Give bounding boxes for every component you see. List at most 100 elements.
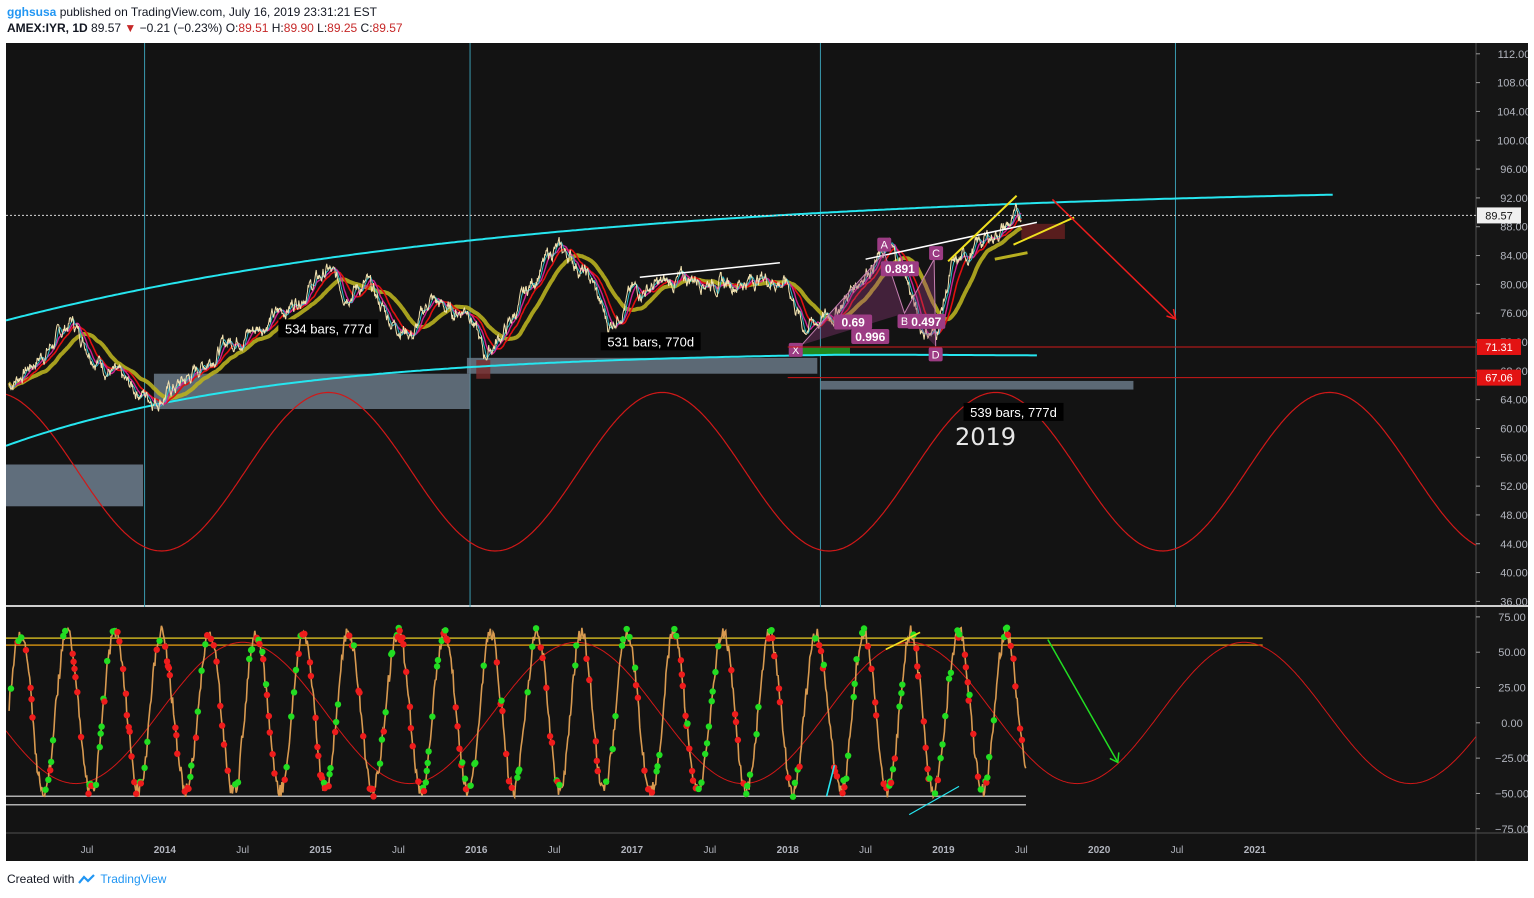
oscillator-signal-dot bbox=[210, 642, 217, 649]
oscillator-signal-dot bbox=[98, 723, 105, 730]
oscillator-signal-dot bbox=[922, 744, 929, 751]
oscillator-signal-dot bbox=[290, 689, 298, 696]
harmonic-ratio-badge bbox=[907, 313, 946, 329]
bars-range-label: 534 bars, 777d bbox=[278, 319, 379, 338]
oscillator-signal-dot bbox=[546, 733, 554, 740]
oscillator-signal-dot bbox=[618, 642, 626, 649]
oscillator-signal-dot bbox=[331, 728, 339, 736]
oscillator-signal-dot bbox=[715, 643, 722, 650]
time-tick-label: 2017 bbox=[621, 845, 644, 856]
oscillator-signal-dot bbox=[480, 662, 487, 669]
oscillator-signal-dot bbox=[382, 709, 389, 716]
oscillator-signal-dot bbox=[399, 634, 406, 641]
chart-canvas[interactable]: X A B C D 0.891 0.690.996 0.497 534 bars, 777d 53… bbox=[6, 43, 1528, 861]
oscillator-signal-dot bbox=[194, 708, 202, 715]
oscillator-signal-dot bbox=[853, 656, 860, 663]
oscillator-signal-dot bbox=[70, 658, 77, 665]
time-tick-label: 2021 bbox=[1244, 845, 1267, 856]
oscillator-signal-dot bbox=[920, 718, 928, 725]
harmonic-ratio-label: 0.497 bbox=[911, 315, 941, 329]
low-label: L: bbox=[317, 21, 328, 35]
oscillator-signal-dot bbox=[841, 784, 848, 791]
oscillator-signal-dot bbox=[771, 652, 778, 660]
created-with-text: Created with bbox=[7, 872, 75, 886]
harmonic-point-label: B bbox=[901, 316, 908, 328]
tradingview-link[interactable]: TradingView bbox=[100, 872, 167, 886]
bars-range-badge bbox=[963, 402, 1064, 421]
oscillator-signal-dot bbox=[1012, 683, 1019, 690]
oscillator-signal-dot bbox=[812, 635, 819, 642]
low-value: 89.25 bbox=[327, 21, 358, 35]
oscillator-signal-dot bbox=[623, 625, 630, 633]
osc-tick-label: −50.00 bbox=[1495, 788, 1528, 800]
oscillator-signal-dot bbox=[128, 753, 135, 760]
osc-trend-line-yellow bbox=[885, 631, 921, 651]
oscillator-signal-dot bbox=[132, 790, 140, 797]
oscillator-signal-dot bbox=[986, 753, 993, 761]
price-tick-label: 84.00 bbox=[1500, 251, 1528, 263]
harmonic-point-label: A bbox=[881, 240, 889, 252]
time-tick-label: 2020 bbox=[1088, 845, 1111, 856]
price-tick-label: 80.00 bbox=[1500, 279, 1528, 291]
oscillator-signal-dot bbox=[891, 755, 899, 762]
author-name[interactable]: gghsusa bbox=[7, 5, 57, 19]
oscillator-signal-dot bbox=[378, 736, 386, 743]
oscillator-signal-dot bbox=[122, 690, 130, 697]
channel-lower-line bbox=[6, 353, 1037, 447]
trend-line-yellow bbox=[947, 194, 1018, 263]
price-tick-label: 76.00 bbox=[1500, 308, 1528, 320]
oscillator-signal-dot bbox=[529, 643, 536, 650]
time-tick-label: Jul bbox=[1015, 845, 1028, 856]
oscillator-signal-dot bbox=[937, 754, 944, 762]
oscillator-signal-dot bbox=[356, 689, 363, 696]
chart-area[interactable]: X A B C D 0.891 0.69 0.996 0.497 534 bars, 777d 53… bbox=[6, 43, 1528, 861]
price-tick-label: 44.00 bbox=[1500, 539, 1528, 551]
osc-projection-arrow-line bbox=[1047, 639, 1119, 763]
oscillator-signal-dot bbox=[684, 720, 691, 727]
oscillator-signal-dot bbox=[731, 710, 739, 718]
oscillator-signal-dot bbox=[442, 627, 449, 634]
harmonic-ratio: 0.497 bbox=[907, 313, 946, 329]
oscillator-signal-dot bbox=[360, 733, 367, 740]
oscillator-signal-dot bbox=[817, 647, 825, 655]
oscillator-signal-dot bbox=[166, 672, 174, 679]
oscillator-signal-dot bbox=[461, 775, 469, 782]
oscillator-signal-dot bbox=[924, 765, 931, 773]
oscillator-signal-dot bbox=[314, 743, 321, 751]
bars-range-badge bbox=[600, 332, 701, 351]
oscillator-signal-dot bbox=[281, 776, 288, 783]
time-tick-label: 2019 bbox=[932, 845, 955, 856]
oscillator-signal-dot bbox=[312, 714, 319, 722]
symbol-label[interactable]: AMEX:IYR, 1D bbox=[7, 21, 88, 35]
oscillator-signal-dot bbox=[456, 745, 463, 752]
oscillator-signal-dot bbox=[123, 711, 131, 719]
tradingview-logo-icon bbox=[78, 874, 96, 884]
oscillator-signal-dot bbox=[844, 752, 852, 759]
time-tick-label: 2016 bbox=[465, 845, 488, 856]
osc-projection-arrow-head bbox=[1109, 752, 1120, 764]
oscillator-signal-dot bbox=[887, 779, 895, 787]
bars-range-label: 539 bars, 777d bbox=[963, 402, 1064, 421]
open-value: 89.51 bbox=[238, 21, 269, 35]
oscillator-signal-dot bbox=[119, 665, 127, 673]
oscillator-signal-dot bbox=[1010, 655, 1017, 662]
oscillator-signal-dot bbox=[425, 748, 432, 755]
channel-upper-line bbox=[6, 193, 1333, 322]
oscillator-signal-dot bbox=[283, 763, 290, 771]
oscillator-signal-dot bbox=[306, 659, 314, 666]
chart-header: gghsusa published on TradingView.com, Ju… bbox=[7, 4, 403, 36]
oscillator-signal-dot bbox=[728, 666, 735, 674]
price-tick-label: 92.00 bbox=[1500, 193, 1528, 205]
harmonic-point-badge bbox=[788, 342, 803, 357]
oscillator-signal-dot bbox=[1003, 624, 1011, 631]
oscillator-signal-dot bbox=[320, 779, 328, 787]
oscillator-signal-dot bbox=[556, 781, 563, 789]
osc-tick-label: −25.00 bbox=[1495, 753, 1528, 765]
harmonic-point-C: C bbox=[929, 246, 944, 261]
oscillator-signal-dot bbox=[815, 641, 823, 649]
oscillator-signal-dot bbox=[851, 680, 858, 688]
oscillator-signal-dot bbox=[864, 643, 871, 650]
oscillator-signal-dot bbox=[913, 645, 920, 652]
price-label-text: 89.57 bbox=[1485, 210, 1513, 222]
oscillator-signal-dot bbox=[444, 637, 451, 644]
